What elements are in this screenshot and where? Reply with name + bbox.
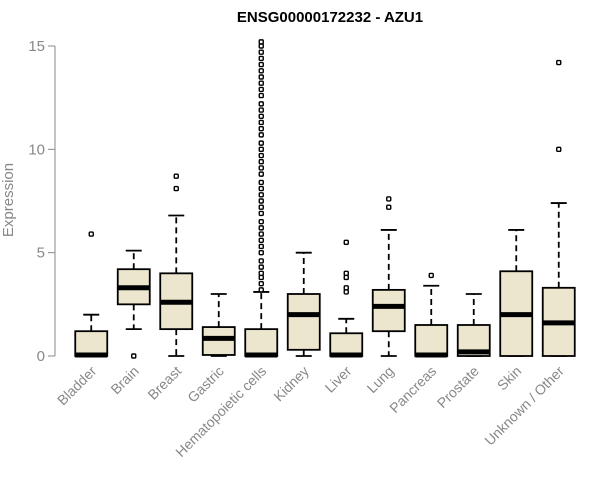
outlier-point bbox=[258, 39, 264, 45]
outlier-point bbox=[343, 270, 349, 277]
outlier-point bbox=[428, 272, 434, 279]
boxes-group bbox=[74, 39, 576, 359]
iqr-box bbox=[74, 330, 109, 357]
x-tick-label: Lung bbox=[364, 363, 397, 396]
box-group bbox=[74, 231, 109, 358]
outlier-point bbox=[258, 86, 264, 93]
x-tick-label: Bladder bbox=[54, 363, 100, 409]
box-group bbox=[541, 59, 576, 357]
outlier-point bbox=[173, 173, 179, 179]
box-group bbox=[414, 272, 449, 358]
outlier-point bbox=[258, 210, 264, 217]
outlier-point bbox=[258, 185, 264, 192]
outlier-point bbox=[258, 119, 264, 126]
x-tick-label: Brain bbox=[107, 363, 141, 397]
outlier-point bbox=[556, 59, 562, 66]
outlier-point bbox=[343, 274, 349, 281]
outlier-point bbox=[258, 152, 264, 159]
outlier-point bbox=[258, 159, 264, 165]
box-group bbox=[159, 173, 194, 357]
iqr-box bbox=[286, 293, 321, 351]
box-group bbox=[201, 293, 236, 357]
outlier-point bbox=[258, 225, 264, 231]
outlier-point bbox=[258, 270, 264, 277]
outlier-point bbox=[343, 239, 349, 246]
outlier-point bbox=[258, 218, 264, 225]
outlier-point bbox=[258, 146, 264, 153]
outlier-point bbox=[556, 146, 562, 153]
outlier-point bbox=[258, 264, 264, 270]
outlier-point bbox=[258, 55, 264, 62]
y-axis-label: Expression bbox=[0, 163, 17, 237]
outlier-point bbox=[131, 353, 137, 359]
y-tick-label: 5 bbox=[37, 245, 45, 262]
outlier-point bbox=[258, 274, 264, 281]
outlier-point bbox=[258, 125, 264, 132]
iqr-box bbox=[201, 326, 236, 356]
outlier-point bbox=[258, 140, 264, 146]
outlier-point bbox=[258, 231, 264, 237]
outlier-point bbox=[258, 80, 264, 86]
outlier-point bbox=[258, 287, 264, 293]
box-group bbox=[329, 239, 364, 358]
iqr-box bbox=[414, 324, 449, 357]
x-tick-label: Liver bbox=[322, 363, 355, 396]
outlier-point bbox=[258, 171, 264, 177]
y-tick-label: 0 bbox=[37, 348, 45, 365]
outlier-point bbox=[258, 243, 264, 250]
outlier-point bbox=[258, 198, 264, 204]
outlier-point bbox=[386, 196, 392, 202]
outlier-point bbox=[258, 68, 264, 74]
y-tick-label: 10 bbox=[28, 141, 45, 158]
x-tick-label: Prostate bbox=[434, 363, 482, 411]
outlier-point bbox=[258, 179, 264, 186]
outlier-point bbox=[258, 237, 264, 243]
x-tick-label: Pancreas bbox=[386, 363, 439, 416]
box-group bbox=[244, 39, 279, 358]
outlier-point bbox=[258, 107, 264, 113]
iqr-box bbox=[371, 288, 406, 333]
outlier-point bbox=[386, 204, 392, 210]
chart-title: ENSG00000172232 - AZU1 bbox=[237, 9, 423, 26]
outlier-point bbox=[258, 204, 264, 210]
x-tick-label: Breast bbox=[144, 363, 184, 403]
outlier-point bbox=[258, 101, 264, 107]
outlier-point bbox=[258, 280, 264, 287]
outlier-point bbox=[258, 61, 264, 68]
x-tick-label: Skin bbox=[494, 363, 525, 394]
outlier-point bbox=[258, 258, 264, 264]
outlier-point bbox=[343, 285, 349, 291]
iqr-box bbox=[244, 328, 279, 357]
outlier-point bbox=[258, 192, 264, 198]
outlier-point bbox=[173, 185, 179, 192]
outlier-point bbox=[258, 113, 264, 119]
x-tick-label: Kidney bbox=[270, 363, 312, 405]
outlier-point bbox=[258, 43, 264, 49]
outlier-point bbox=[258, 165, 264, 171]
outlier-point bbox=[258, 249, 264, 256]
x-tick-label: Unknown / Other bbox=[481, 363, 567, 449]
outlier-point bbox=[258, 74, 264, 80]
box-group bbox=[286, 251, 321, 357]
box-group bbox=[456, 293, 491, 357]
outlier-point bbox=[258, 92, 264, 99]
outlier-point bbox=[258, 49, 264, 55]
box-group bbox=[116, 249, 151, 359]
box-group bbox=[371, 196, 406, 357]
y-tick-label: 15 bbox=[28, 38, 45, 55]
outlier-point bbox=[258, 132, 264, 138]
outlier-point bbox=[88, 231, 94, 237]
axes: 0 5 10 15 bbox=[28, 38, 56, 365]
outlier-point bbox=[343, 289, 349, 295]
box-group bbox=[499, 229, 534, 357]
